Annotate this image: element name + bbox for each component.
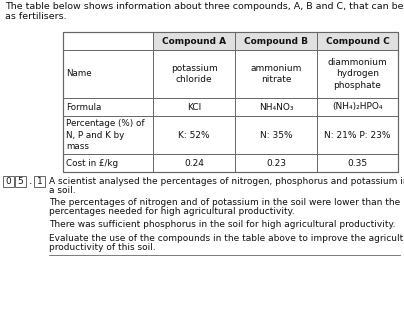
Text: Formula: Formula <box>66 103 101 112</box>
Text: 0.24: 0.24 <box>184 158 204 167</box>
Text: potassium
chloride: potassium chloride <box>170 64 217 84</box>
Text: 1: 1 <box>37 177 42 186</box>
Text: productivity of this soil.: productivity of this soil. <box>49 243 156 252</box>
Text: NH₄NO₃: NH₄NO₃ <box>259 103 293 112</box>
Text: A scientist analysed the percentages of nitrogen, phosphorus and potassium in: A scientist analysed the percentages of … <box>49 177 404 186</box>
Text: The percentages of nitrogen and of potassium in the soil were lower than the: The percentages of nitrogen and of potas… <box>49 198 400 207</box>
Text: Percentage (%) of
N, P and K by
mass: Percentage (%) of N, P and K by mass <box>66 119 145 151</box>
Text: The table below shows information about three compounds, A, B and C, that can be: The table below shows information about … <box>5 2 404 11</box>
Text: Name: Name <box>66 69 92 78</box>
Text: diammonium
hydrogen
phosphate: diammonium hydrogen phosphate <box>328 58 387 90</box>
Bar <box>34 176 45 187</box>
Text: Cost in £/kg: Cost in £/kg <box>66 158 118 167</box>
Text: There was sufficient phosphorus in the soil for high agricultural productivity.: There was sufficient phosphorus in the s… <box>49 220 396 229</box>
Text: a soil.: a soil. <box>49 186 76 195</box>
Bar <box>63 32 398 172</box>
Bar <box>63 32 398 172</box>
Text: 0.23: 0.23 <box>266 158 286 167</box>
Text: percentages needed for high agricultural productivity.: percentages needed for high agricultural… <box>49 207 295 216</box>
Text: ammonium
nitrate: ammonium nitrate <box>250 64 302 84</box>
Text: as fertilisers.: as fertilisers. <box>5 12 67 21</box>
Text: (NH₄)₂HPO₄: (NH₄)₂HPO₄ <box>332 103 383 112</box>
Text: 5: 5 <box>18 177 23 186</box>
Text: N: 21% P: 23%: N: 21% P: 23% <box>324 131 391 140</box>
Text: 0.35: 0.35 <box>347 158 368 167</box>
Text: Compound A: Compound A <box>162 37 226 46</box>
Text: 0: 0 <box>6 177 11 186</box>
Text: Evaluate the use of the compounds in the table above to improve the agricultural: Evaluate the use of the compounds in the… <box>49 234 404 243</box>
Text: Compound B: Compound B <box>244 37 308 46</box>
Text: Compound C: Compound C <box>326 37 389 46</box>
Bar <box>3 176 14 187</box>
Bar <box>15 176 26 187</box>
Text: N: 35%: N: 35% <box>260 131 292 140</box>
Text: K: 52%: K: 52% <box>178 131 210 140</box>
Bar <box>153 32 398 50</box>
Text: KCl: KCl <box>187 103 201 112</box>
Text: .: . <box>29 176 32 187</box>
